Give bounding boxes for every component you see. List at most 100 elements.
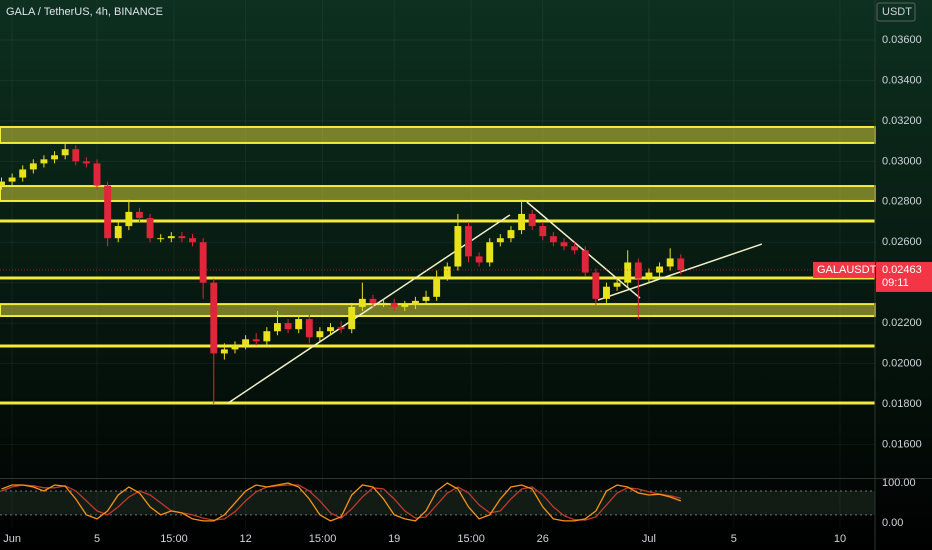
candle-body xyxy=(613,282,621,287)
candle-body xyxy=(0,181,5,186)
candle-body xyxy=(189,238,196,243)
x-tick-label: 10 xyxy=(834,533,846,545)
candle-body xyxy=(146,217,154,239)
y-tick-label: 0.03200 xyxy=(882,115,922,127)
price-tag xyxy=(876,261,932,292)
x-tick-label: 5 xyxy=(94,533,100,545)
candle-body xyxy=(220,349,228,354)
y-tick-label: 0.02200 xyxy=(882,317,922,329)
candle-body xyxy=(390,302,398,307)
x-tick-label: 26 xyxy=(537,533,549,545)
candle-body xyxy=(104,185,112,239)
y-tick-label: 0.01800 xyxy=(882,398,922,410)
candle-body xyxy=(178,236,186,239)
candle-body xyxy=(29,163,37,170)
candle-body xyxy=(411,300,419,305)
candle-body xyxy=(316,331,324,338)
candle-body xyxy=(61,149,69,156)
x-tick-label: Jun xyxy=(3,533,21,545)
candle-body xyxy=(486,242,494,263)
zone xyxy=(0,303,876,318)
currency: USDT xyxy=(882,6,912,18)
zone xyxy=(0,125,876,144)
candle-body xyxy=(528,213,536,227)
candle-body xyxy=(284,323,292,330)
symbol-label: GALAUSDT xyxy=(817,264,877,276)
candle-body xyxy=(603,286,610,299)
candle-body xyxy=(231,345,239,350)
oscillator-line xyxy=(1,482,682,522)
candle-body xyxy=(136,211,143,218)
x-tick-label: 19 xyxy=(388,533,400,545)
candle-body xyxy=(327,327,334,332)
candle-body xyxy=(539,226,547,237)
candle-body xyxy=(51,155,59,160)
y-tick-label: 0.03400 xyxy=(882,74,922,86)
candle-body xyxy=(422,296,430,301)
candle-body xyxy=(252,339,260,342)
candle-body xyxy=(380,302,388,304)
candle-body xyxy=(295,319,303,330)
oscillator-band xyxy=(0,490,875,515)
candle-body xyxy=(401,304,409,307)
candle-body xyxy=(369,298,377,303)
candle-body xyxy=(454,226,462,267)
x-tick-label: 15:00 xyxy=(309,533,337,545)
candle-body xyxy=(677,258,685,270)
candle-body xyxy=(518,213,526,231)
candle-body xyxy=(507,230,515,239)
last-price-label: 0.02463 xyxy=(882,264,922,276)
candle-body xyxy=(560,242,568,247)
candle-body xyxy=(263,331,271,342)
chart-title: GALA / TetherUS, 4h, BINANCE xyxy=(6,6,163,18)
candle-body xyxy=(656,266,663,273)
candle-body xyxy=(82,161,90,164)
zone xyxy=(0,185,876,202)
candle-body xyxy=(337,327,345,330)
candle-body xyxy=(624,262,632,283)
candle-body xyxy=(273,323,281,332)
candle-body xyxy=(549,236,557,243)
trend-line xyxy=(526,201,641,299)
symbol-tag xyxy=(813,261,875,278)
candle-body xyxy=(114,226,122,239)
candle-body xyxy=(125,211,133,227)
y-tick-label: 0.01600 xyxy=(882,438,922,450)
currency-box xyxy=(876,2,916,22)
countdown-label: 09:11 xyxy=(882,277,909,289)
x-tick-label: 5 xyxy=(731,533,737,545)
candle-body xyxy=(305,319,313,338)
candle-body xyxy=(634,262,642,279)
candle-body xyxy=(19,169,27,178)
candle-body xyxy=(465,226,472,257)
candle-body xyxy=(571,246,579,251)
oscillator-line xyxy=(1,484,681,521)
candle-body xyxy=(581,250,589,273)
candle-body xyxy=(348,306,356,330)
x-tick-label: Jul xyxy=(642,533,656,545)
trend-line xyxy=(597,243,763,301)
candle-body xyxy=(475,256,483,263)
candle-body xyxy=(645,272,653,279)
candle-body xyxy=(592,272,600,299)
candle-body xyxy=(443,266,451,277)
candle-body xyxy=(199,242,207,283)
y-tick-label: 0.03000 xyxy=(882,155,922,167)
trend-line xyxy=(227,214,511,404)
candle-body xyxy=(358,298,366,307)
y-tick-label: 0.02600 xyxy=(882,236,922,248)
candle-body xyxy=(666,258,674,267)
candle-body xyxy=(167,236,175,239)
x-tick-label: 15:00 xyxy=(160,533,188,545)
candle-body xyxy=(40,159,48,164)
y-tick-label: 0.00 xyxy=(882,517,903,529)
y-tick-label: 0.03600 xyxy=(882,34,922,46)
candle-body xyxy=(72,149,80,162)
candle-body xyxy=(8,177,16,182)
candle-body xyxy=(242,339,250,346)
x-tick-label: 15:00 xyxy=(457,533,485,545)
candle-body xyxy=(157,238,165,240)
candle-body xyxy=(433,276,441,297)
